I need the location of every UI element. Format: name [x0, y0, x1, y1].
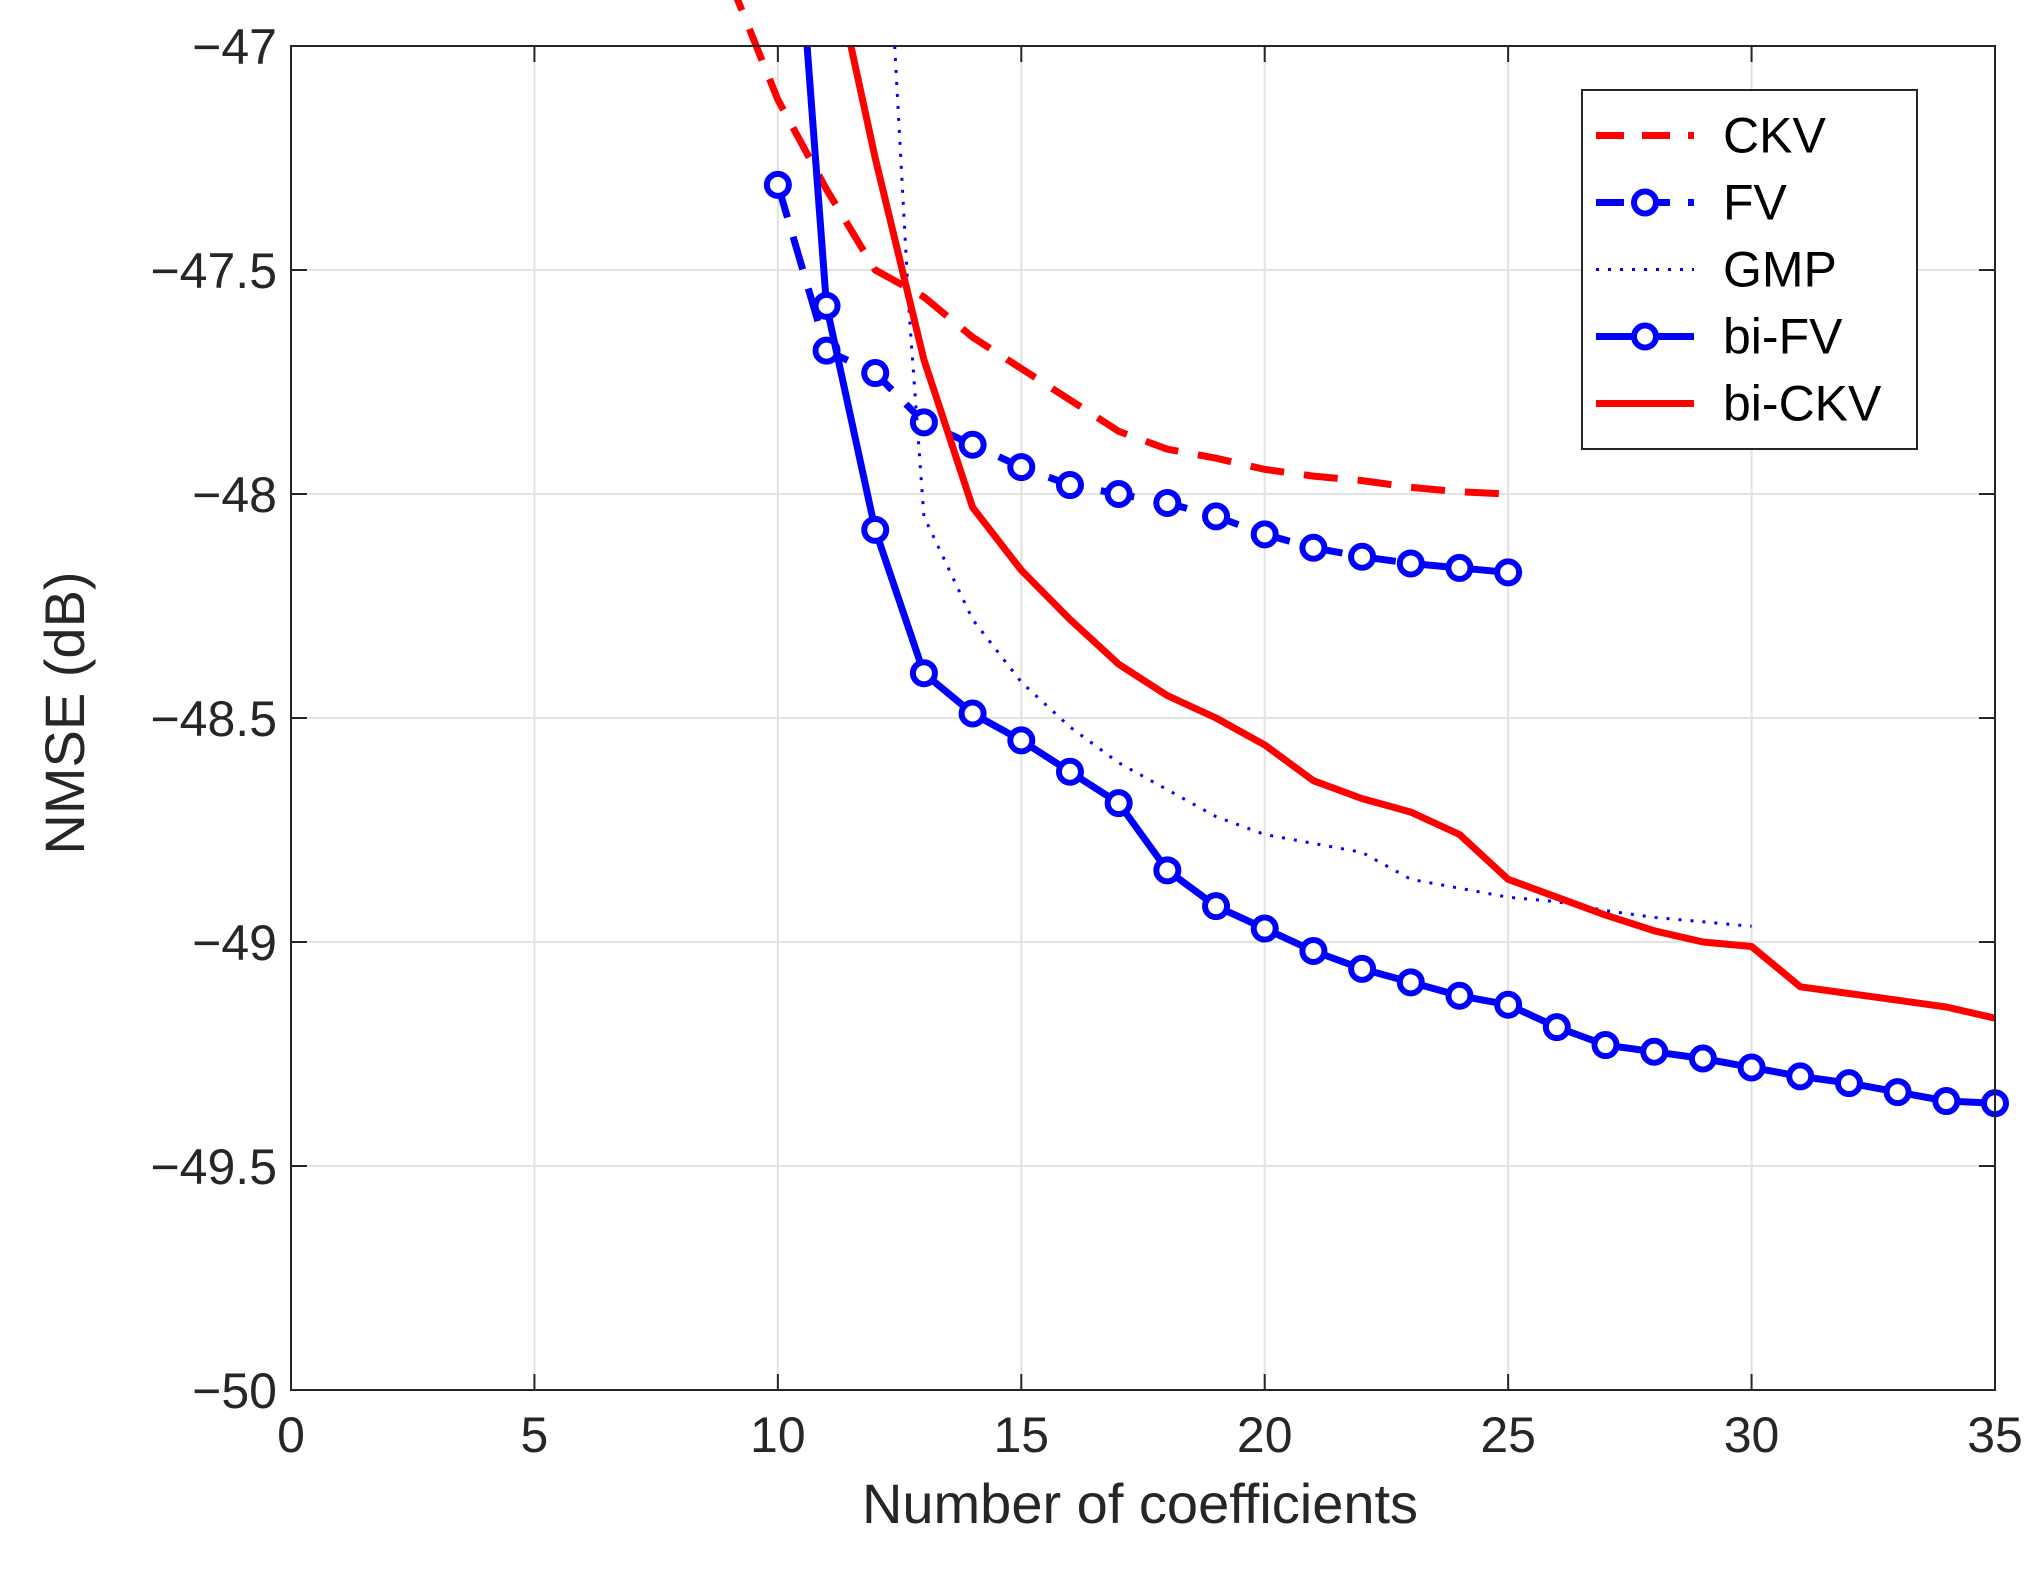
data-point-bi-fv — [1007, 726, 1036, 755]
data-point-bi-fv — [1737, 1053, 1766, 1082]
x-tick-label: 0 — [277, 1407, 305, 1463]
data-point-bi-fv — [1494, 990, 1523, 1019]
x-tick-label: 15 — [993, 1407, 1049, 1463]
legend-entry-ckv: CKV — [1596, 108, 1826, 164]
data-point-fv — [1153, 488, 1182, 517]
data-point-bi-fv — [1202, 892, 1231, 921]
legend-entry-bi-fv: bi-FV — [1596, 309, 1843, 365]
data-point-fv — [1445, 553, 1474, 582]
legend-label-gmp: GMP — [1723, 242, 1837, 298]
legend-entry-bi-ckv: bi-CKV — [1596, 376, 1882, 432]
data-point-bi-fv — [1932, 1087, 1961, 1116]
legend: CKV FV GMP bi-FV bi-CKV — [1581, 89, 1918, 450]
series-fv — [763, 170, 1523, 587]
y-tick-label: −49 — [192, 915, 277, 971]
series-lines — [733, 0, 2009, 1118]
data-point-fv — [1104, 480, 1133, 508]
data-point-fv — [909, 408, 938, 437]
data-point-bi-fv — [1396, 968, 1425, 997]
data-point-bi-fv — [812, 291, 841, 320]
x-tick-label: 35 — [1967, 1407, 2023, 1463]
data-point-fv — [861, 359, 890, 388]
series-line-ckv — [733, 0, 1509, 498]
x-tick-label: 10 — [750, 1407, 806, 1463]
y-tick-label: −47.5 — [150, 243, 277, 299]
x-tick-label: 25 — [1480, 1407, 1536, 1463]
data-point-bi-fv — [1640, 1037, 1669, 1066]
data-point-bi-fv — [1883, 1078, 1912, 1107]
data-point-fv — [1250, 520, 1279, 549]
y-tick-label: −49.5 — [150, 1139, 277, 1195]
legend-marker-fv — [1631, 188, 1659, 217]
legend-marker-bi-fv — [1631, 322, 1659, 351]
data-point-fv — [1202, 502, 1231, 531]
legend-label-ckv: CKV — [1723, 108, 1826, 164]
data-point-bi-fv — [1688, 1044, 1717, 1073]
legend-entry-fv: FV — [1596, 175, 1788, 231]
data-point-bi-fv — [958, 699, 987, 728]
series-line-fv — [774, 183, 1509, 576]
y-tick-label: −48 — [192, 467, 277, 523]
data-point-bi-fv — [1055, 757, 1084, 786]
data-point-fv — [1396, 549, 1425, 578]
series-ckv — [733, 0, 1509, 498]
x-tick-label: 5 — [521, 1407, 549, 1463]
data-point-bi-fv — [1250, 914, 1279, 943]
data-point-bi-fv — [1104, 789, 1133, 818]
data-point-fv — [1055, 471, 1084, 500]
series-line-bi-ckv — [847, 45, 1996, 1022]
data-point-fv — [1299, 533, 1328, 562]
data-point-bi-fv — [1786, 1062, 1815, 1091]
data-point-fv — [1494, 558, 1523, 587]
y-tick-label: −50 — [192, 1363, 277, 1419]
data-point-fv — [1348, 542, 1377, 571]
series-bi-ckv — [847, 45, 1996, 1022]
y-tick-label: −47 — [192, 19, 277, 75]
x-tick-label: 30 — [1724, 1407, 1780, 1463]
data-point-fv — [958, 430, 987, 459]
axes — [290, 45, 1996, 1391]
legend-label-fv: FV — [1723, 175, 1788, 231]
data-point-fv — [763, 170, 792, 199]
series-bi-fv — [803, 45, 2009, 1118]
data-point-bi-fv — [1542, 1013, 1571, 1042]
data-point-bi-fv — [1591, 1031, 1620, 1060]
legend-label-bi-fv: bi-FV — [1723, 309, 1843, 365]
data-point-bi-fv — [1348, 954, 1377, 983]
data-point-fv — [1007, 453, 1036, 482]
legend-entry-gmp: GMP — [1596, 242, 1837, 298]
legend-label-bi-ckv: bi-CKV — [1723, 376, 1882, 432]
y-tick-label: −48.5 — [150, 691, 277, 747]
data-point-bi-fv — [1153, 856, 1182, 885]
x-tick-label: 20 — [1237, 1407, 1293, 1463]
tick-labels: 0 5 10 15 20 25 30 35 −50 −49.5 −49 −48.5 −48 −47.5 −4… — [150, 19, 2022, 1463]
data-point-bi-fv — [1445, 981, 1474, 1010]
data-point-bi-fv — [861, 515, 890, 544]
data-point-bi-fv — [1299, 936, 1328, 965]
legend-box — [1581, 89, 1918, 450]
y-axis-title: NMSE (dB) — [33, 571, 96, 854]
data-point-bi-fv — [1834, 1069, 1863, 1098]
x-axis-title: Number of coefficients — [862, 1472, 1418, 1535]
data-point-bi-fv — [909, 659, 938, 688]
